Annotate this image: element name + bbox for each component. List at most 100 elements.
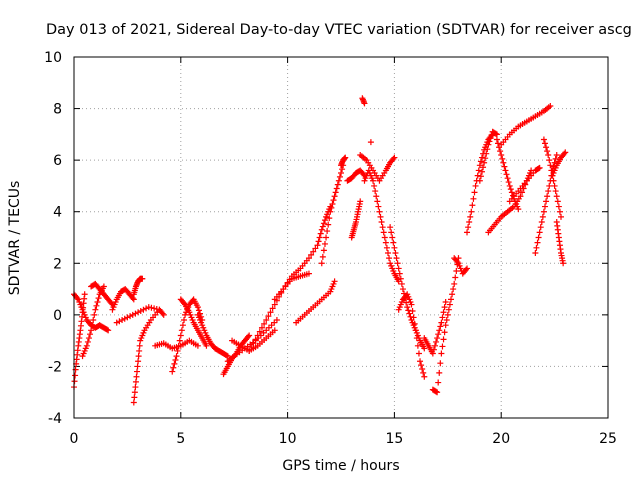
- data-point: [556, 208, 563, 215]
- data-point: [394, 260, 401, 267]
- data-point: [503, 171, 510, 178]
- data-point: [545, 151, 552, 158]
- data-point: [393, 255, 400, 262]
- data-point: [330, 197, 337, 204]
- data-point: [134, 368, 141, 375]
- data-point: [93, 302, 100, 309]
- data-point: [318, 226, 325, 233]
- data-point: [413, 335, 420, 342]
- series-track-31: [451, 255, 471, 277]
- data-point: [246, 332, 253, 339]
- data-point: [269, 305, 276, 312]
- series-track-18: [293, 278, 338, 326]
- data-point: [308, 251, 315, 258]
- data-point: [104, 326, 111, 333]
- data-point: [478, 168, 485, 175]
- data-point: [383, 244, 390, 251]
- data-point: [550, 177, 557, 184]
- data-point: [100, 283, 107, 290]
- data-point: [267, 309, 274, 316]
- series-track-11: [177, 296, 210, 349]
- data-point: [159, 310, 166, 317]
- y-tick-label: -2: [48, 359, 62, 375]
- data-point: [507, 186, 514, 193]
- data-point: [325, 221, 332, 228]
- data-point: [476, 162, 483, 169]
- data-point: [437, 323, 444, 330]
- series-track-19: [318, 162, 347, 267]
- data-point: [203, 342, 210, 349]
- data-point: [430, 346, 437, 353]
- data-point: [482, 155, 489, 162]
- data-point: [333, 185, 340, 192]
- data-point: [448, 296, 455, 303]
- y-tick-label: 0: [53, 308, 62, 324]
- data-point: [438, 319, 445, 326]
- data-point: [119, 317, 126, 324]
- data-point: [326, 215, 333, 222]
- data-point: [506, 182, 513, 189]
- data-point: [367, 139, 374, 146]
- data-point: [170, 364, 177, 371]
- data-point: [171, 360, 178, 367]
- data-point: [181, 300, 188, 307]
- data-point: [85, 335, 92, 342]
- data-point: [305, 255, 312, 262]
- data-point: [442, 298, 449, 305]
- data-point: [89, 322, 96, 329]
- data-point: [562, 149, 569, 156]
- data-point: [500, 159, 507, 166]
- data-point: [558, 213, 565, 220]
- data-point: [143, 305, 150, 312]
- y-tick-label: 4: [53, 205, 62, 221]
- data-point: [339, 166, 346, 173]
- data-point: [417, 358, 424, 365]
- y-tick-label: 2: [53, 256, 62, 272]
- data-point: [553, 193, 560, 200]
- data-point: [560, 260, 567, 267]
- data-point: [537, 224, 544, 231]
- data-point: [127, 313, 134, 320]
- data-point: [389, 234, 396, 241]
- series-track-30: [421, 298, 449, 357]
- data-point: [378, 219, 385, 226]
- series-track-37: [506, 164, 543, 205]
- x-tick-label: 0: [70, 431, 79, 447]
- series-track-22: [348, 198, 364, 241]
- data-point: [136, 347, 143, 354]
- data-point: [446, 301, 453, 308]
- data-point: [319, 253, 326, 260]
- data-point: [273, 317, 280, 324]
- data-point: [386, 255, 393, 262]
- data-point: [91, 311, 98, 318]
- data-point: [90, 317, 97, 324]
- data-point: [380, 229, 387, 236]
- series-track-41: [549, 149, 569, 179]
- data-point: [406, 310, 413, 317]
- data-point: [471, 189, 478, 196]
- data-point: [116, 318, 123, 325]
- data-point: [250, 340, 257, 347]
- data-point: [373, 193, 380, 200]
- series-track-33: [476, 128, 500, 184]
- data-point: [439, 314, 446, 321]
- data-point: [462, 266, 469, 273]
- data-point: [437, 360, 444, 367]
- data-point: [381, 234, 388, 241]
- data-point: [327, 208, 334, 215]
- data-point: [444, 311, 451, 318]
- data-point: [472, 182, 479, 189]
- data-point: [320, 220, 327, 227]
- data-point: [450, 286, 457, 293]
- data-point: [160, 311, 167, 318]
- y-tick-label: 8: [53, 102, 62, 118]
- data-point: [543, 144, 550, 151]
- data-point: [136, 342, 143, 349]
- data-point: [485, 141, 492, 148]
- data-point: [441, 304, 448, 311]
- data-point: [412, 327, 419, 334]
- data-point: [88, 327, 95, 334]
- x-axis-label: GPS time / hours: [282, 458, 399, 474]
- data-point: [546, 182, 553, 189]
- data-point: [71, 378, 78, 385]
